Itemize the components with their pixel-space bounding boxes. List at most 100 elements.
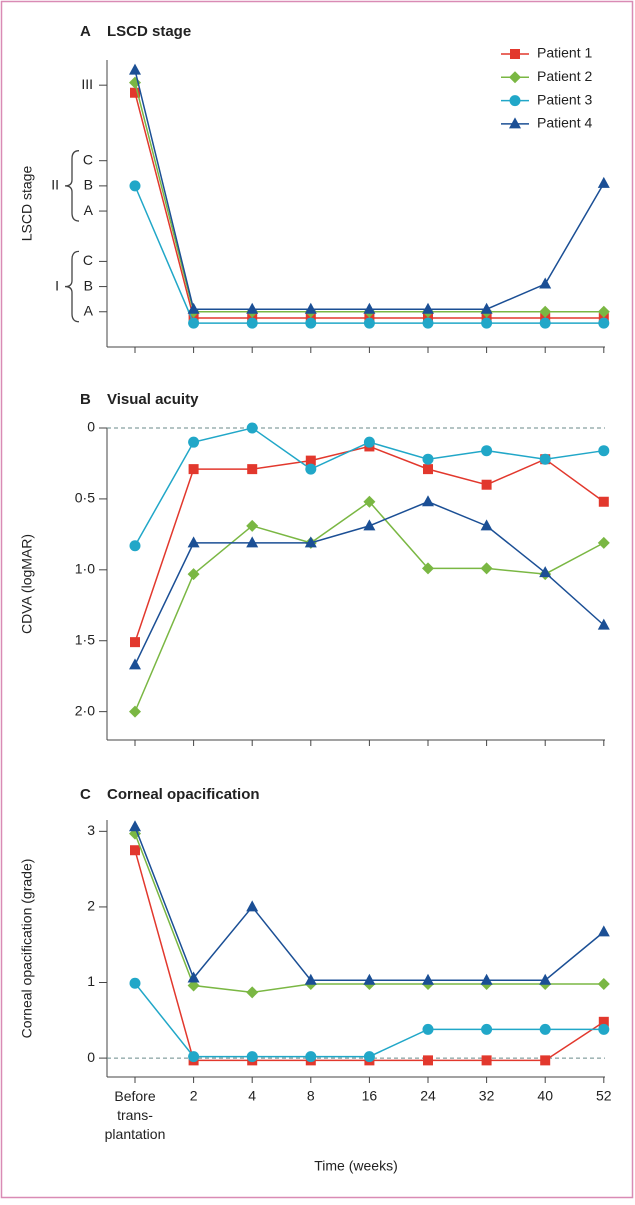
marker — [481, 1023, 493, 1035]
marker — [539, 566, 552, 578]
marker — [363, 436, 375, 448]
marker — [305, 463, 317, 475]
y-tick-label: C — [83, 151, 93, 167]
marker — [539, 1023, 551, 1035]
marker — [481, 479, 492, 490]
marker — [480, 562, 493, 575]
panel-label: A — [80, 23, 91, 40]
y-tick-label: B — [84, 277, 93, 293]
marker — [187, 536, 200, 548]
series-line — [134, 833, 604, 994]
y-tick-label: B — [84, 177, 93, 193]
marker — [363, 302, 376, 314]
series-line — [134, 982, 604, 1058]
marker — [363, 495, 376, 508]
marker — [597, 978, 610, 991]
marker — [246, 900, 259, 912]
x-tick-label: Before trans-plantation — [105, 1088, 166, 1142]
panel-title: LSCD stage — [107, 23, 191, 40]
y-tick-label: 1·0 — [75, 561, 95, 577]
marker — [598, 496, 609, 507]
marker — [480, 302, 493, 314]
marker — [481, 317, 493, 329]
series-line — [134, 69, 605, 310]
panel-title: Corneal opacification — [107, 786, 260, 803]
marker — [363, 519, 376, 531]
y-tick-label: A — [84, 302, 94, 318]
legend-label: Patient 4 — [537, 115, 592, 131]
marker — [247, 464, 258, 475]
marker — [480, 519, 493, 531]
brace-label: II — [51, 177, 59, 193]
marker — [130, 845, 140, 856]
marker — [539, 453, 551, 465]
marker — [188, 436, 200, 448]
marker — [363, 317, 375, 329]
marker — [129, 658, 141, 670]
marker — [129, 977, 141, 989]
legend-label: Patient 2 — [537, 68, 592, 84]
y-tick-label: C — [83, 252, 93, 268]
marker — [539, 317, 551, 329]
marker — [481, 1055, 492, 1066]
marker — [597, 305, 610, 318]
marker — [187, 302, 200, 314]
x-tick-label: 4 — [248, 1088, 256, 1104]
marker — [305, 317, 317, 329]
marker — [423, 1055, 433, 1066]
marker — [188, 317, 200, 329]
marker — [422, 317, 434, 329]
marker — [422, 562, 434, 575]
y-tick-label: A — [84, 202, 94, 218]
x-tick-label: 40 — [537, 1088, 553, 1104]
y-tick-label: 0 — [87, 419, 95, 435]
marker — [422, 1023, 434, 1035]
brace — [64, 250, 80, 323]
y-tick-label: III — [81, 76, 93, 92]
marker — [246, 986, 259, 999]
marker — [129, 63, 141, 75]
marker — [422, 453, 434, 465]
marker — [480, 973, 493, 985]
series-line — [134, 500, 605, 712]
y-axis-label: LSCD stage — [19, 166, 35, 242]
panel-label: C — [80, 786, 91, 803]
marker — [246, 536, 259, 548]
brace — [64, 150, 80, 222]
series-line — [134, 185, 604, 324]
marker — [597, 536, 610, 549]
marker — [598, 1016, 609, 1027]
legend-label: Patient 1 — [537, 45, 592, 61]
marker — [597, 925, 610, 937]
marker — [363, 973, 376, 985]
marker — [540, 1055, 551, 1066]
marker — [422, 302, 434, 314]
marker — [130, 637, 140, 648]
series-line — [134, 92, 604, 319]
marker — [129, 540, 141, 552]
marker — [187, 971, 200, 983]
y-tick-label: 2 — [87, 898, 95, 914]
marker — [598, 317, 610, 329]
panel-title: Visual acuity — [107, 391, 199, 408]
marker — [539, 973, 552, 985]
series-line — [134, 82, 604, 313]
y-tick-label: 1 — [87, 973, 95, 989]
marker — [246, 302, 259, 314]
y-axis-label: CDVA (logMAR) — [19, 534, 35, 634]
x-tick-label: 52 — [596, 1088, 612, 1104]
marker — [481, 445, 493, 457]
y-tick-label: 3 — [87, 822, 95, 838]
y-tick-label: 1·5 — [75, 631, 95, 647]
legend-label: Patient 3 — [537, 91, 592, 107]
marker — [305, 1051, 317, 1063]
x-axis-label: Time (weeks) — [314, 1158, 398, 1174]
marker — [130, 87, 140, 98]
y-tick-label: 2·0 — [75, 702, 95, 718]
marker — [187, 979, 200, 992]
marker — [246, 519, 259, 532]
marker — [246, 422, 258, 434]
marker — [188, 464, 199, 475]
marker — [509, 71, 521, 84]
marker — [304, 302, 317, 314]
